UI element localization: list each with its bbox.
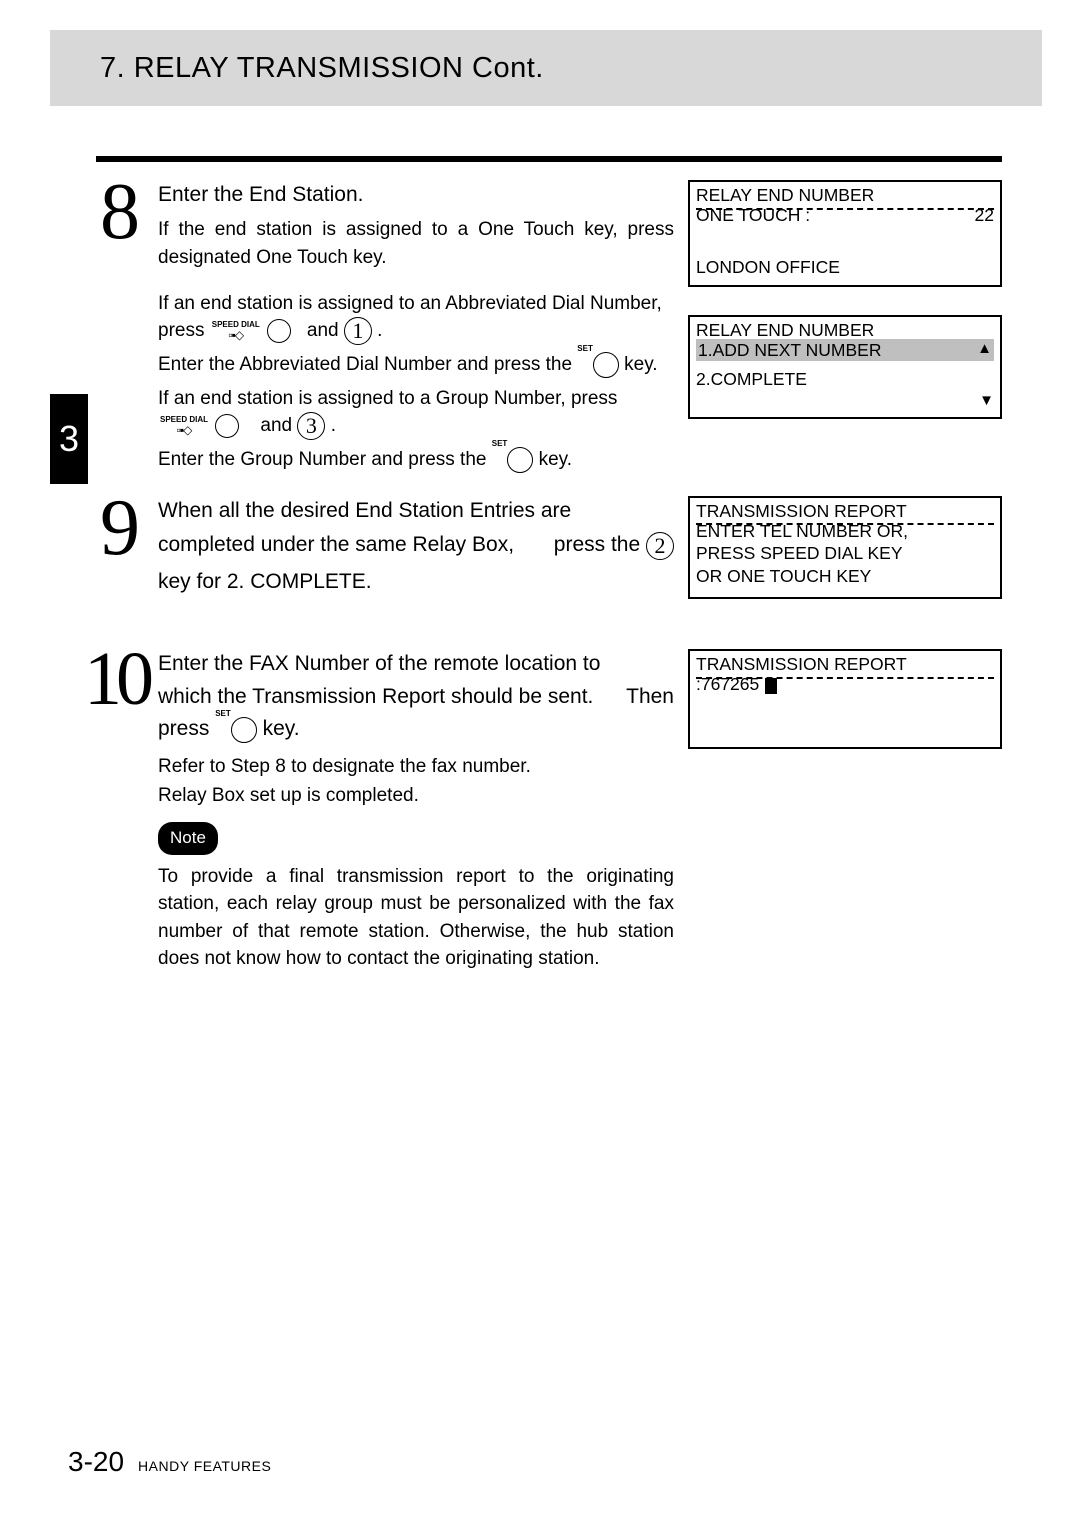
step-number: 9 <box>96 496 144 628</box>
step-9: 9 When all the desired End Station Entri… <box>96 496 1002 628</box>
text: Enter the Group Number and press the <box>158 449 486 470</box>
speed-dial-icon: SPEED DIAL ▫▪◇ <box>160 416 208 436</box>
text-and: and <box>307 320 339 341</box>
page-number: 3-20 <box>68 1446 124 1478</box>
section-tab: 3 <box>50 394 88 484</box>
lcd-column: TRANSMISSION REPORT :767265 <box>688 649 1002 972</box>
lcd-label: ONE TOUCH : <box>696 204 810 227</box>
text: If an end station is assigned to a Group… <box>158 388 617 409</box>
lcd-relay-end-menu: RELAY END NUMBER 1.ADD NEXT NUMBER ▲ 2.C… <box>688 315 1002 419</box>
lcd-option-selected: 1.ADD NEXT NUMBER ▲ <box>696 339 994 362</box>
page-title: 7. RELAY TRANSMISSION Cont. <box>100 52 544 85</box>
note-label: Note <box>170 828 206 847</box>
para-enter-abbrev: Enter the Abbreviated Dial Number and pr… <box>158 351 674 379</box>
para-enter-group: Enter the Group Number and press the SET… <box>158 446 674 474</box>
lcd-value: :767265 <box>696 674 759 694</box>
sub: Relay Box set up is completed. <box>158 782 674 810</box>
arrow-down-icon: ▼ <box>979 391 994 411</box>
content: 8 Enter the End Station. If the end stat… <box>96 180 1002 995</box>
para-group: If an end station is assigned to a Group… <box>158 385 674 441</box>
line: When all the desired End Station Entries… <box>158 496 674 526</box>
line: Enter the FAX Number of the remote locat… <box>158 649 674 679</box>
step-body: Enter the FAX Number of the remote locat… <box>158 649 674 972</box>
text-dot: . <box>377 320 382 341</box>
lcd-line: ENTER TEL NUMBER OR, <box>696 520 994 543</box>
line: key for 2. COMPLETE. <box>158 567 674 597</box>
step-head: Enter the End Station. <box>158 180 674 210</box>
rule <box>96 156 1002 162</box>
key-circle-set <box>231 717 257 743</box>
step-number: 8 <box>96 180 144 474</box>
key-circle-2: 2 <box>646 532 674 560</box>
text: Then <box>626 682 674 712</box>
text-key: key. <box>624 354 657 375</box>
text: Enter the Abbreviated Dial Number and pr… <box>158 354 572 375</box>
step-sub: If the end station is assigned to a One … <box>158 216 674 271</box>
key-circle-1: 1 <box>344 317 372 345</box>
speed-dial-glyph: ▫▪◇ <box>212 329 260 341</box>
key-circle-set <box>507 447 533 473</box>
speed-dial-icon: SPEED DIAL ▫▪◇ <box>212 321 260 341</box>
lcd-line: PRESS SPEED DIAL KEY <box>696 542 994 565</box>
lcd-transmission-prompt: TRANSMISSION REPORT ENTER TEL NUMBER OR,… <box>688 496 1002 600</box>
note-badge: Note <box>158 822 218 855</box>
section-name: HANDY FEATURES <box>138 1458 271 1474</box>
arrow-up-icon: ▲ <box>977 339 992 362</box>
text: If an end station is assigned to an Abbr… <box>158 293 662 314</box>
text: press the <box>554 533 640 556</box>
text-key: key. <box>263 717 300 740</box>
para-abbrev: If an end station is assigned to an Abbr… <box>158 290 674 346</box>
lcd-row: ONE TOUCH : 22 <box>696 204 994 227</box>
section-tab-number: 3 <box>59 418 79 460</box>
footer: 3-20 HANDY FEATURES <box>68 1446 271 1478</box>
step-body: When all the desired End Station Entries… <box>158 496 674 628</box>
cursor-icon <box>765 678 777 694</box>
lcd-line: LONDON OFFICE <box>696 256 994 279</box>
sub: Refer to Step 8 to designate the fax num… <box>158 753 674 781</box>
text-press: press <box>158 320 204 341</box>
line: press SET key. <box>158 714 674 744</box>
lcd-option: 2.COMPLETE <box>696 368 994 391</box>
text-and: and <box>260 415 292 436</box>
step-8: 8 Enter the End Station. If the end stat… <box>96 180 1002 474</box>
lcd-option-text: 2.COMPLETE <box>696 368 807 391</box>
text-key: key. <box>539 449 572 470</box>
text: press <box>158 717 209 740</box>
text-dot: . <box>331 415 336 436</box>
lcd-body: ENTER TEL NUMBER OR, PRESS SPEED DIAL KE… <box>696 520 994 588</box>
line: completed under the same Relay Box, pres… <box>158 530 674 560</box>
lcd-relay-end-onetouch: RELAY END NUMBER ONE TOUCH : 22 LONDON O… <box>688 180 1002 287</box>
lcd-line: OR ONE TOUCH KEY <box>696 565 994 588</box>
lcd-column: RELAY END NUMBER ONE TOUCH : 22 LONDON O… <box>688 180 1002 474</box>
note-text: To provide a final transmission report t… <box>158 863 674 973</box>
key-circle-3: 3 <box>297 412 325 440</box>
set-label: SET <box>492 440 508 448</box>
key-circle-set <box>593 352 619 378</box>
line: which the Transmission Report should be … <box>158 682 674 712</box>
lcd-arrow-row: ▼ <box>696 391 994 411</box>
header-bar: 7. RELAY TRANSMISSION Cont. <box>50 30 1042 106</box>
lcd-value: 22 <box>975 204 994 227</box>
step-10: 10 Enter the FAX Number of the remote lo… <box>96 649 1002 972</box>
speed-dial-glyph: ▫▪◇ <box>160 424 208 436</box>
step-body: Enter the End Station. If the end statio… <box>158 180 674 474</box>
step-number: 10 <box>84 649 144 972</box>
text: which the Transmission Report should be … <box>158 682 593 712</box>
lcd-column: TRANSMISSION REPORT ENTER TEL NUMBER OR,… <box>688 496 1002 628</box>
lcd-transmission-number: TRANSMISSION REPORT :767265 <box>688 649 1002 749</box>
set-label: SET <box>577 345 593 353</box>
text: completed under the same Relay Box, <box>158 530 514 560</box>
lcd-option-text: 1.ADD NEXT NUMBER <box>698 339 881 362</box>
key-circle-blank <box>267 319 291 343</box>
set-label: SET <box>215 710 231 718</box>
key-circle-blank <box>215 414 239 438</box>
lcd-body: :767265 <box>696 673 994 696</box>
